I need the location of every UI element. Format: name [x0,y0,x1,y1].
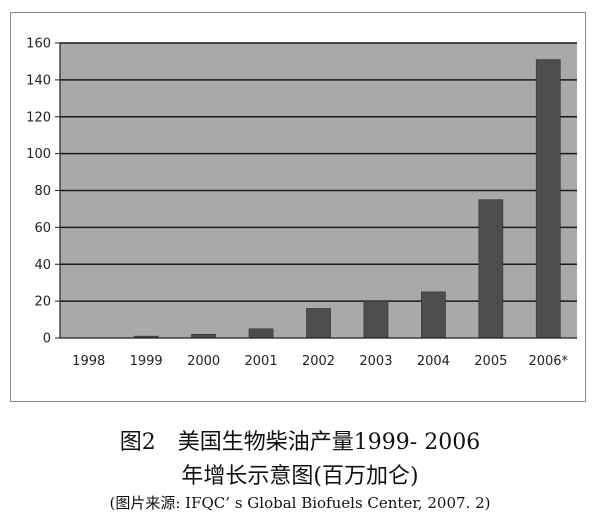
bars [133,59,561,339]
y-tick-label: 40 [34,258,51,273]
x-tick-label: 2002 [302,354,335,369]
y-tick-label: 100 [26,147,51,162]
bar-2003 [363,300,389,339]
y-tick-label: 80 [34,184,51,199]
x-tick-label: 2000 [187,354,220,369]
axes [59,43,577,339]
x-tick-label: 2001 [245,354,278,369]
chart-frame: 0 20 40 60 80 100 120 140 160 1998 1999 2000 2001 20… [10,12,586,402]
y-tick-label: 160 [26,37,51,52]
x-tick-label: 1998 [72,354,105,369]
x-tick-label: 2006* [528,354,568,369]
bar-chart: 0 20 40 60 80 100 120 140 160 1998 1999 2000 2001 20… [26,37,577,369]
bar-2002 [306,308,331,339]
x-tick-label: 2005 [474,354,507,369]
figure-caption-title: 图2 美国生物柴油产量1999- 2006 [119,430,481,455]
x-tick-labels: 1998 1999 2000 2001 2002 2003 2004 2005 2006* [72,354,568,369]
bar-2006* [535,59,561,339]
x-tick-label: 2003 [359,354,392,369]
x-tick-label: 1999 [130,354,163,369]
y-tick-label: 120 [26,110,51,125]
y-tick-label: 140 [26,73,51,88]
y-tick-label: 60 [34,221,51,236]
bar-2005 [478,199,504,339]
bar-2001 [248,328,274,339]
bar-2004 [421,291,446,339]
y-tick-labels: 0 20 40 60 80 100 120 140 160 [26,37,51,347]
x-tick-label: 2004 [417,354,450,369]
y-tick-label: 20 [34,295,51,310]
y-tick-label: 0 [43,332,51,347]
figure-caption-subtitle: 年增长示意图(百万加仑) [181,464,419,489]
grid-lines [55,42,577,339]
figure-caption-source: (图片来源: IFQC’ s Global Biofuels Center, 2… [109,494,491,512]
